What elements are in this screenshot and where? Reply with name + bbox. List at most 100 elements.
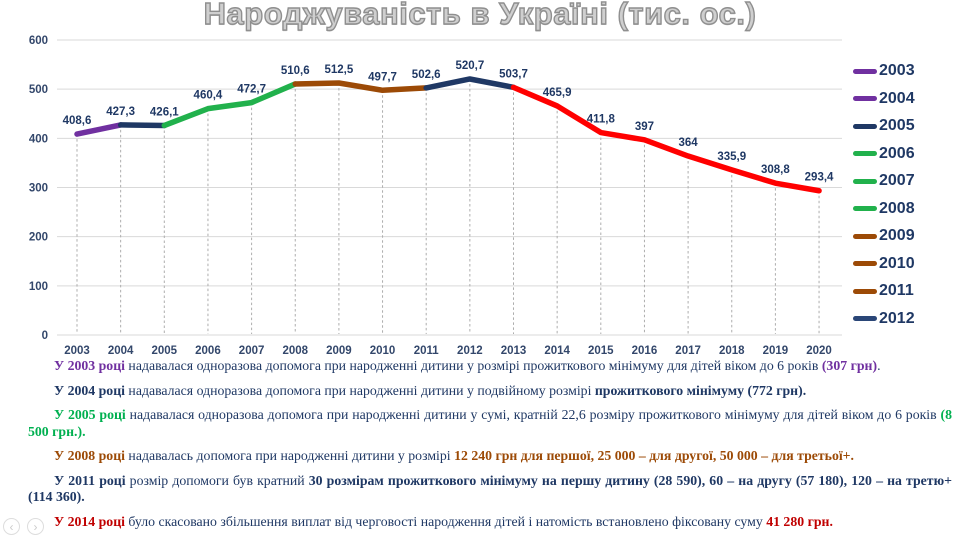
- x-axis-labels: 2003 2004 2005 2006 2007 2008 2009 2010 2011 2012…: [64, 345, 832, 357]
- data-label: 502,6: [412, 69, 441, 81]
- data-label: 520,7: [455, 60, 484, 72]
- x-tick-label: 2020: [806, 345, 832, 357]
- legend-label: 2006: [879, 144, 915, 162]
- x-tick-label: 2006: [195, 345, 221, 357]
- data-label: 472,7: [237, 84, 266, 96]
- drop-lines: [76, 83, 820, 334]
- legend-swatch: [853, 233, 877, 239]
- legend-swatch: [853, 316, 877, 321]
- note-segment: 12 240 грн для першої, 25 000 – для друг…: [454, 448, 854, 463]
- legend-label: 2004: [879, 89, 915, 107]
- note-segment: У 2011 році: [54, 472, 126, 488]
- legend-item-2009: 2009: [853, 227, 915, 245]
- chart-legend: 2003 2004 2005 2006 2007 2008 2009 2010 2011 2012: [853, 62, 915, 328]
- legend-label: 2003: [879, 62, 915, 79]
- x-tick-label: 2010: [370, 345, 396, 357]
- legend-label: 2011: [879, 282, 914, 299]
- data-label: 510,6: [281, 65, 310, 77]
- legend-item-2012: 2012: [853, 310, 915, 328]
- note-segment: .: [877, 358, 881, 373]
- note-segment: У 2014 році: [54, 513, 125, 529]
- note-segment: надавалася одноразова допомога при народ…: [124, 382, 595, 398]
- note-paragraph: У 2014 році було скасовано збільшення ви…: [28, 514, 952, 531]
- data-labels: 408,6 427,3 426,1 460,4 472,7 510,6 512,5 497,7…: [63, 60, 834, 184]
- note-segment: У 2004 році: [54, 382, 125, 398]
- notes-section: У 2003 році надавалася одноразова допомо…: [28, 358, 952, 538]
- legend-label: 2009: [879, 227, 915, 244]
- data-label: 364: [679, 137, 699, 149]
- x-tick-label: 2014: [544, 345, 570, 357]
- x-tick-label: 2016: [632, 345, 658, 357]
- legend-item-2004: 2004: [853, 90, 915, 108]
- note-segment: 41 280 грн.: [766, 513, 833, 529]
- data-label: 335,9: [717, 151, 746, 163]
- legend-label: 2007: [879, 172, 915, 189]
- legend-swatch: [853, 288, 877, 294]
- legend-swatch: [853, 206, 877, 211]
- legend-label: 2012: [879, 309, 915, 327]
- data-label: 503,7: [499, 68, 528, 80]
- data-label: 308,8: [761, 164, 790, 176]
- legend-label: 2008: [879, 199, 915, 217]
- x-tick-label: 2009: [326, 345, 352, 357]
- note-segment: надавалась допомога при народженні дитин…: [124, 448, 455, 463]
- x-tick-label: 2012: [457, 345, 483, 357]
- note-paragraph: У 2003 році надавалася одноразова допомо…: [28, 358, 952, 375]
- legend-item-2010: 2010: [853, 255, 915, 273]
- x-tick-label: 2015: [588, 345, 614, 357]
- y-tick-label: 600: [29, 35, 48, 47]
- note-paragraph: У 2004 році надавалася одноразова допомо…: [28, 383, 952, 400]
- note-segment: (307 грн): [821, 358, 878, 373]
- data-label: 465,9: [543, 87, 572, 99]
- line-segment: [510, 84, 822, 194]
- line-segment: [292, 80, 429, 94]
- line-segment: [117, 122, 168, 129]
- note-segment: 30 розмірам прожиткового мінімуму на пер…: [28, 472, 952, 505]
- legend-label: 2005: [879, 117, 915, 134]
- note-segment: розмір допомоги був кратний: [125, 472, 309, 488]
- note-segment: прожиткового мінімуму (772 грн).: [594, 382, 807, 398]
- nav-next-button[interactable]: ›: [27, 518, 44, 535]
- y-tick-label: 0: [42, 330, 48, 342]
- gridlines: [57, 39, 842, 336]
- legend-item-2011: 2011: [853, 282, 915, 300]
- note-segment: (8 500 грн.).: [28, 407, 952, 439]
- chevron-left-icon: ‹: [9, 519, 14, 534]
- x-tick-label: 2013: [501, 345, 527, 357]
- note-paragraph: У 2011 році розмір допомоги був кратний …: [28, 473, 952, 506]
- y-axis-labels: 0 100 200 300 400 500 600: [29, 35, 48, 342]
- note-paragraph: У 2008 році надавалась допомога при наро…: [28, 448, 952, 465]
- legend-swatch: [853, 123, 877, 129]
- x-tick-label: 2005: [152, 345, 178, 357]
- y-tick-label: 400: [29, 133, 48, 145]
- chevron-right-icon: ›: [33, 519, 38, 534]
- note-segment: надавалася одноразова допомога при народ…: [124, 358, 822, 373]
- line-segment: [161, 81, 298, 129]
- nav-previous-button[interactable]: ‹: [3, 518, 20, 535]
- page-title: Народжуваність в Україні (тис. ос.): [203, 0, 757, 32]
- x-tick-label: 2004: [108, 345, 134, 357]
- note-segment: У 2005 році: [54, 407, 126, 422]
- line-segment: [423, 76, 517, 91]
- data-label: 427,3: [106, 106, 135, 118]
- legend-item-2005: 2005: [853, 117, 915, 135]
- x-tick-label: 2011: [414, 345, 440, 357]
- note-segment: У 2008 році: [54, 448, 125, 463]
- legend-item-2006: 2006: [853, 145, 915, 163]
- data-label: 411,8: [587, 114, 616, 126]
- data-label: 512,5: [325, 64, 354, 76]
- legend-swatch: [853, 151, 877, 156]
- y-tick-label: 300: [29, 183, 48, 195]
- data-label: 293,4: [805, 172, 834, 184]
- y-tick-label: 200: [29, 232, 48, 244]
- data-label: 460,4: [194, 90, 223, 102]
- x-tick-label: 2018: [719, 345, 745, 357]
- x-tick-label: 2003: [64, 345, 90, 357]
- legend-swatch: [853, 68, 877, 74]
- legend-item-2007: 2007: [853, 172, 915, 190]
- data-label: 426,1: [150, 107, 179, 119]
- legend-swatch: [853, 96, 877, 101]
- y-tick-label: 100: [29, 281, 48, 293]
